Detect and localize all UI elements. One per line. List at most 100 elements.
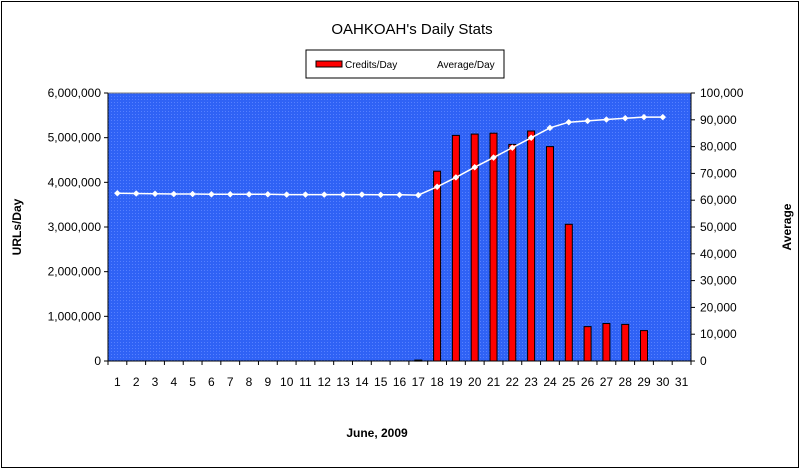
x-tick-label: 4 bbox=[170, 375, 177, 389]
right-tick-label: 40,000 bbox=[700, 247, 737, 261]
right-tick-label: 70,000 bbox=[700, 166, 737, 180]
x-tick-label: 5 bbox=[189, 375, 196, 389]
average-point-day-12 bbox=[320, 191, 328, 198]
x-tick-label: 11 bbox=[299, 375, 312, 389]
average-point-day-9 bbox=[264, 190, 272, 198]
average-point-day-17 bbox=[414, 191, 422, 199]
x-tick-label: 7 bbox=[227, 375, 234, 389]
left-tick-label: 6,000,000 bbox=[48, 86, 102, 100]
left-axis-ticks: 0 1,000,000 2,000,000 3,000,000 4,000,000 5,0… bbox=[48, 86, 108, 368]
x-tick-label: 26 bbox=[581, 375, 595, 389]
average-point-day-25 bbox=[565, 118, 573, 126]
right-tick-label: 50,000 bbox=[700, 220, 737, 234]
right-tick-label: 60,000 bbox=[700, 193, 737, 207]
right-tick-label: 80,000 bbox=[700, 140, 737, 154]
bar-credits-day-21 bbox=[489, 132, 498, 362]
average-point-day-22 bbox=[508, 144, 516, 152]
right-tick-label: 0 bbox=[700, 354, 707, 368]
right-axis-ticks: 0 10,000 20,000 30,000 40,000 50,000 60,000 70,… bbox=[691, 86, 744, 368]
bar-credits-day-19 bbox=[451, 134, 460, 362]
average-point-day-29 bbox=[640, 113, 648, 121]
average-point-day-20 bbox=[471, 163, 479, 171]
average-point-day-1 bbox=[114, 189, 121, 197]
x-tick-label: 30 bbox=[656, 375, 670, 389]
x-tick-label: 1 bbox=[114, 375, 121, 389]
bar-credits-day-24 bbox=[546, 146, 554, 362]
right-tick-label: 10,000 bbox=[700, 327, 737, 341]
bar-credits-day-23 bbox=[527, 130, 536, 362]
legend-label-credits: Credits/Day bbox=[345, 60, 397, 71]
x-tick-label: 25 bbox=[562, 375, 576, 389]
x-tick-label: 20 bbox=[468, 375, 482, 389]
average-point-day-6 bbox=[208, 190, 215, 198]
average-point-day-14 bbox=[358, 191, 366, 198]
average-point-day-30 bbox=[659, 113, 667, 121]
chart-title: OAHKOAH's Daily Stats bbox=[331, 21, 492, 38]
plot-area bbox=[107, 92, 692, 362]
x-tick-label: 21 bbox=[487, 375, 501, 389]
average-point-day-19 bbox=[452, 174, 460, 181]
legend-swatch-credits bbox=[315, 60, 343, 68]
line-series bbox=[114, 113, 667, 199]
average-point-day-4 bbox=[170, 190, 178, 198]
x-tick-label: 15 bbox=[374, 375, 388, 389]
average-point-day-28 bbox=[621, 114, 629, 122]
left-tick-label: 3,000,000 bbox=[48, 220, 102, 234]
x-axis-ticks: 1 2 3 4 5 6 7 8 9 10 11 12 13 14 15 16 17 18 19 20 21 22 23 24 2… bbox=[107, 361, 692, 389]
x-tick-label: 16 bbox=[393, 375, 407, 389]
legend: Credits/Day Average/Day bbox=[305, 49, 505, 79]
x-tick-label: 29 bbox=[637, 375, 651, 389]
average-point-day-2 bbox=[132, 190, 140, 197]
x-tick-label: 17 bbox=[412, 375, 426, 389]
bar-credits-day-25 bbox=[564, 223, 573, 362]
bar-credits-day-26 bbox=[583, 326, 592, 362]
left-tick-label: 1,000,000 bbox=[48, 309, 102, 323]
average-point-day-23 bbox=[527, 134, 535, 142]
x-tick-label: 9 bbox=[265, 375, 272, 389]
average-point-day-27 bbox=[603, 116, 610, 123]
x-tick-label: 6 bbox=[208, 375, 215, 389]
x-tick-label: 22 bbox=[506, 375, 520, 389]
x-tick-label: 24 bbox=[543, 375, 557, 389]
x-tick-label: 10 bbox=[280, 375, 294, 389]
average-point-day-24 bbox=[546, 124, 554, 132]
right-tick-label: 100,000 bbox=[700, 86, 744, 100]
right-tick-label: 30,000 bbox=[700, 274, 737, 288]
average-point-day-18 bbox=[433, 183, 441, 191]
x-tick-label: 28 bbox=[619, 375, 633, 389]
x-tick-label: 12 bbox=[318, 375, 332, 389]
bar-credits-day-22 bbox=[508, 143, 517, 362]
average-point-day-21 bbox=[490, 154, 497, 161]
right-tick-label: 20,000 bbox=[700, 300, 737, 314]
bar-credits-day-27 bbox=[602, 323, 611, 362]
x-tick-label: 27 bbox=[600, 375, 614, 389]
average-point-day-7 bbox=[226, 190, 234, 198]
average-point-day-15 bbox=[377, 191, 385, 199]
bar-credits-day-29 bbox=[640, 330, 648, 362]
x-tick-label: 2 bbox=[133, 375, 140, 389]
x-tick-label: 31 bbox=[675, 375, 689, 389]
bar-credits-day-18 bbox=[433, 170, 442, 362]
left-tick-label: 4,000,000 bbox=[48, 175, 102, 189]
average-point-day-10 bbox=[283, 191, 291, 198]
x-tick-label: 8 bbox=[246, 375, 253, 389]
x-axis-title: June, 2009 bbox=[346, 426, 408, 440]
average-point-day-3 bbox=[151, 190, 159, 198]
x-tick-label: 18 bbox=[430, 375, 444, 389]
average-point-day-8 bbox=[245, 190, 253, 198]
average-point-day-5 bbox=[189, 190, 196, 198]
y2-axis-title: Average bbox=[780, 203, 794, 250]
x-tick-label: 23 bbox=[524, 375, 538, 389]
left-tick-label: 2,000,000 bbox=[48, 265, 102, 279]
average-point-day-13 bbox=[339, 191, 347, 198]
left-tick-label: 5,000,000 bbox=[48, 131, 102, 145]
y-axis-title: URLs/Day bbox=[10, 198, 24, 255]
x-tick-label: 3 bbox=[152, 375, 159, 389]
bar-credits-day-28 bbox=[621, 323, 630, 362]
average-point-day-11 bbox=[302, 191, 309, 198]
left-tick-label: 0 bbox=[94, 354, 101, 368]
x-tick-label: 19 bbox=[449, 375, 463, 389]
average-point-day-26 bbox=[584, 117, 591, 125]
legend-label-average: Average/Day bbox=[437, 60, 495, 71]
